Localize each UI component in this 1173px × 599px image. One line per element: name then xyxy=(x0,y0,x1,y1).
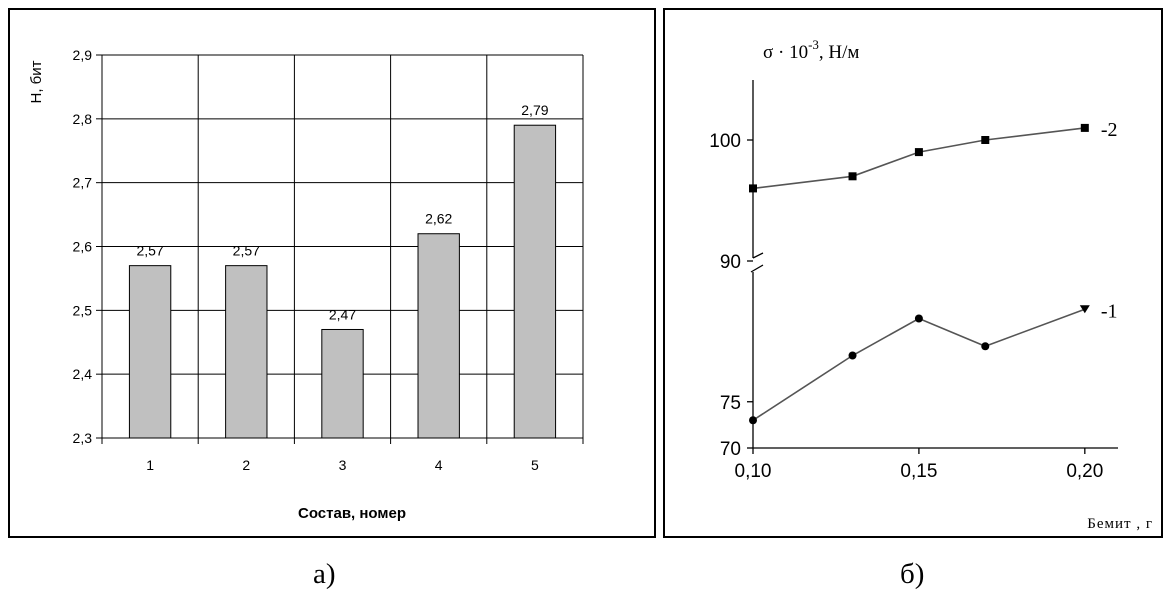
series-marker xyxy=(749,416,757,425)
bar-value-label: 2,62 xyxy=(425,211,452,227)
bar-chart-panel: 2,3 2,4 2,5 2,6 2,7 2,8 2,9 1 2 3 4 5 2,57 2,57 2,47… xyxy=(8,8,656,538)
x-tick-label: 0,10 xyxy=(735,461,772,482)
series-marker xyxy=(914,314,923,323)
y-tick-label: 2,9 xyxy=(73,47,93,63)
series-marker xyxy=(981,342,990,351)
series-line xyxy=(752,127,1085,190)
bar xyxy=(513,124,557,439)
x-tick-label: 2 xyxy=(242,457,250,473)
ticks: 70 75 90 100 0,10 0,15 0,20 xyxy=(709,131,1103,482)
y-ticks: 2,3 2,4 2,5 2,6 2,7 2,8 2,9 xyxy=(73,47,584,446)
y-tick-label: 90 xyxy=(720,252,741,273)
series-marker xyxy=(981,136,990,144)
line-chart: -2 -1 70 75 90 100 0,10 0,15 0,20 σ · 10-3, Н/м… xyxy=(709,37,1153,532)
x-tick-label: 3 xyxy=(339,457,347,473)
y-axis-title: σ · 10-3, Н/м xyxy=(763,37,859,63)
series-label: -1 xyxy=(1101,300,1118,322)
bar-value-label: 2,47 xyxy=(329,306,356,322)
y-tick-label: 2,3 xyxy=(73,430,93,446)
series-line xyxy=(752,308,1086,421)
series-marker xyxy=(1079,305,1090,314)
bar xyxy=(225,265,268,439)
y-axis-title-unit: , Н/м xyxy=(819,42,860,63)
x-tick-label: 1 xyxy=(146,457,154,473)
x-tick-label: 5 xyxy=(531,457,539,473)
series-marker xyxy=(1080,123,1089,132)
y-tick-label: 2,6 xyxy=(73,239,93,255)
y-tick-label: 2,4 xyxy=(73,366,93,382)
bar-value-label: 2,57 xyxy=(136,243,163,259)
x-ticks: 1 2 3 4 5 xyxy=(146,457,539,473)
y-tick-label: 75 xyxy=(720,393,741,414)
series-marker xyxy=(848,172,857,181)
x-tick-label: 0,15 xyxy=(900,461,937,482)
series-marker xyxy=(848,351,857,360)
bar-chart: 2,3 2,4 2,5 2,6 2,7 2,8 2,9 1 2 3 4 5 2,57 2,57 2,47… xyxy=(28,47,584,522)
value-labels: 2,57 2,57 2,47 2,62 2,79 xyxy=(136,102,548,322)
y-tick-label: 2,7 xyxy=(73,175,93,191)
series-label: -2 xyxy=(1101,119,1118,141)
bars xyxy=(128,124,557,439)
axis-break-mark xyxy=(750,252,764,273)
bar-value-label: 2,79 xyxy=(521,102,548,118)
bar xyxy=(417,233,460,439)
y-axis-title-exp: -3 xyxy=(808,37,819,52)
axes xyxy=(750,80,1118,449)
y-axis-title: H, бит xyxy=(28,60,45,103)
bar-value-label: 2,57 xyxy=(233,243,260,259)
grid xyxy=(101,54,584,439)
bar xyxy=(321,328,364,439)
y-tick-label: 2,8 xyxy=(73,111,93,127)
y-tick-label: 2,5 xyxy=(73,302,93,318)
x-tick-label: 0,20 xyxy=(1066,461,1103,482)
x-tick-label: 4 xyxy=(435,457,443,473)
y-axis-title-main: σ · 10 xyxy=(763,42,808,63)
x-axis-title: Состав, номер xyxy=(298,505,406,522)
line-chart-panel: -2 -1 70 75 90 100 0,10 0,15 0,20 σ · 10-3, Н/м… xyxy=(663,8,1163,538)
series-marker xyxy=(914,148,923,157)
bar xyxy=(128,265,172,439)
y-tick-label: 100 xyxy=(709,131,741,152)
y-tick-label: 70 xyxy=(720,439,741,460)
series: -2 -1 xyxy=(749,119,1118,425)
series-marker xyxy=(749,184,757,193)
caption-b: б) xyxy=(900,558,925,590)
x-axis-title: Бемит , г xyxy=(1087,516,1153,532)
caption-a: а) xyxy=(313,558,336,590)
